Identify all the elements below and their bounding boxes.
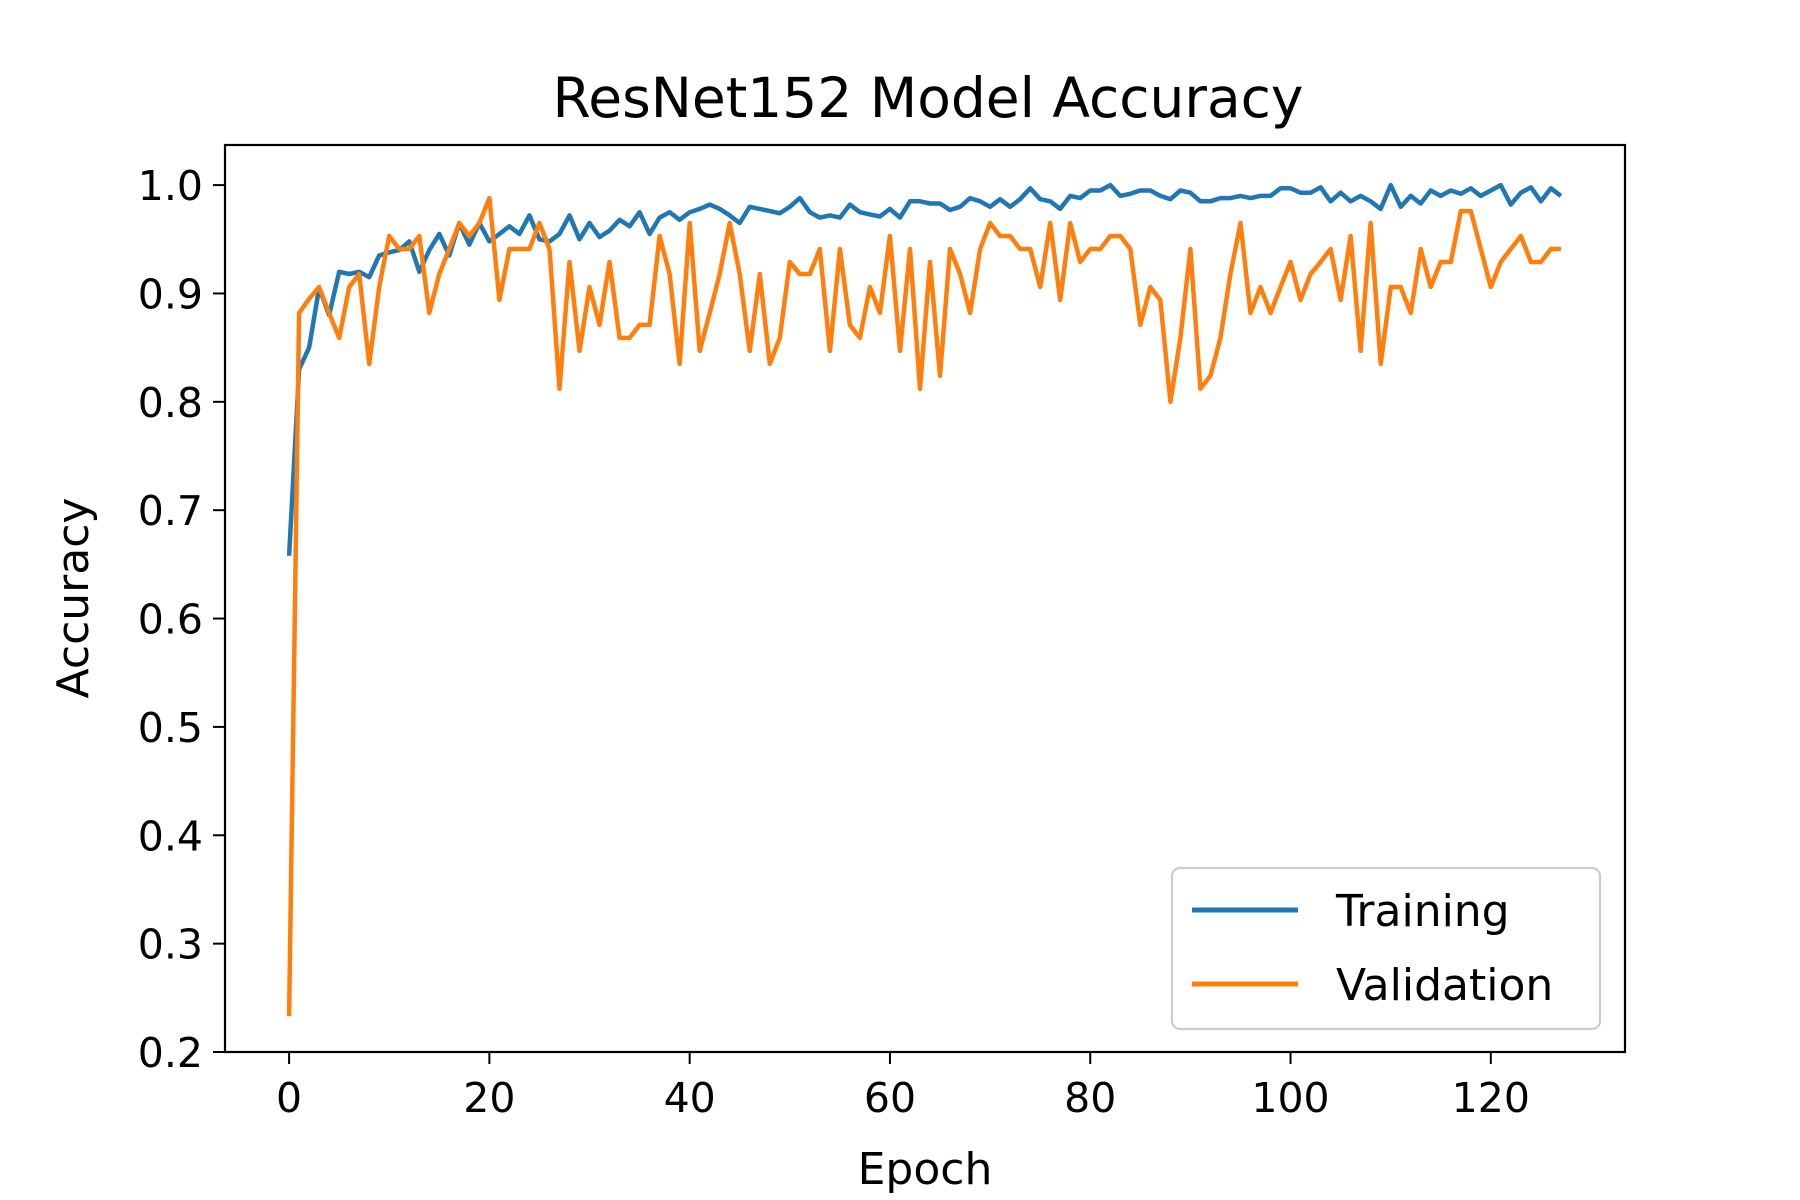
legend-label-training: Training [1335,886,1510,937]
y-tick-label: 0.2 [138,1029,203,1077]
x-axis: 0 20 40 60 80 100 120 [276,1052,1530,1122]
x-tick-label: 0 [276,1074,302,1122]
x-tick-label: 80 [1064,1074,1116,1122]
y-tick-label: 0.3 [138,921,203,969]
plot-frame [223,143,1627,1054]
y-tick-label: 0.8 [138,379,203,427]
y-tick-label: 0.5 [138,704,203,752]
legend-label-validation: Validation [1336,960,1553,1011]
y-tick-label: 0.9 [138,270,203,318]
series-line-training [286,182,1563,556]
legend: Training Validation [1170,866,1602,1031]
x-tick-label: 40 [664,1074,716,1122]
chart-title: ResNet152 Model Accuracy [553,66,1304,130]
y-tick-label: 0.6 [138,596,203,644]
x-axis-label: Epoch [858,1144,993,1195]
y-tick-label: 0.7 [138,487,203,535]
series-line-validation [286,195,1561,1017]
x-tick-label: 120 [1452,1074,1530,1122]
x-tick-label: 60 [864,1074,916,1122]
x-tick-label: 100 [1251,1074,1329,1122]
x-tick-label: 20 [463,1074,515,1122]
series-layer [286,182,1563,1017]
y-tick-label: 0.4 [138,812,203,860]
y-axis-label: Accuracy [48,498,99,699]
y-tick-label: 1.0 [138,162,203,210]
y-axis: 0.2 0.3 0.4 0.5 0.6 0.7 0.8 0.9 1.0 [138,162,225,1077]
